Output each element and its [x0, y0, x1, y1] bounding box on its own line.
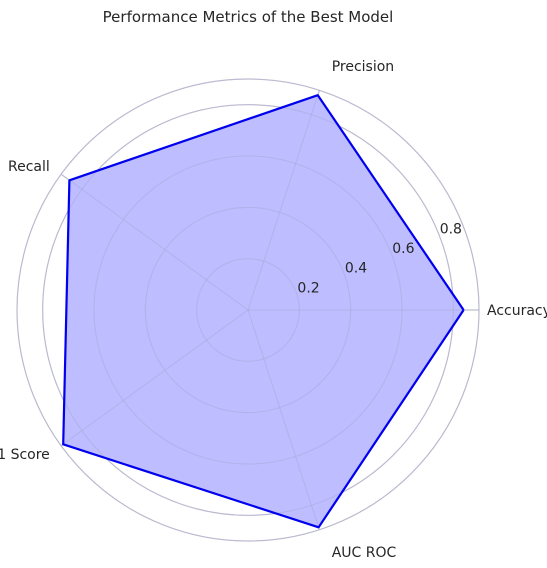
category-label-3: Recall [8, 159, 50, 175]
radial-tick-label: 0.2 [297, 280, 319, 296]
radial-tick-labels: 0.2 0.4 0.6 0.8 [297, 221, 462, 296]
radial-tick-label: 0.6 [392, 241, 414, 257]
spoke-overlay-5 [247, 309, 320, 530]
data-line [62, 94, 465, 529]
category-label-4: F1 Score [0, 447, 50, 463]
spoke-overlay-2 [247, 90, 320, 311]
chart-title: Performance Metrics of the Best Model [102, 8, 394, 26]
spoke-overlay-4 [60, 309, 249, 447]
radial-tick-label: 0.8 [440, 221, 462, 237]
inner-grid [16, 78, 480, 542]
category-label-5: AUC ROC [332, 545, 397, 561]
data-area [63, 95, 464, 528]
category-labels: Accuracy Precision Recall F1 Score AUC ROC [0, 59, 547, 561]
category-label-2: Precision [332, 59, 394, 75]
radial-tick-label: 0.4 [345, 261, 367, 277]
spoke-overlay-3 [60, 173, 249, 311]
category-label-1: Accuracy [487, 303, 547, 319]
